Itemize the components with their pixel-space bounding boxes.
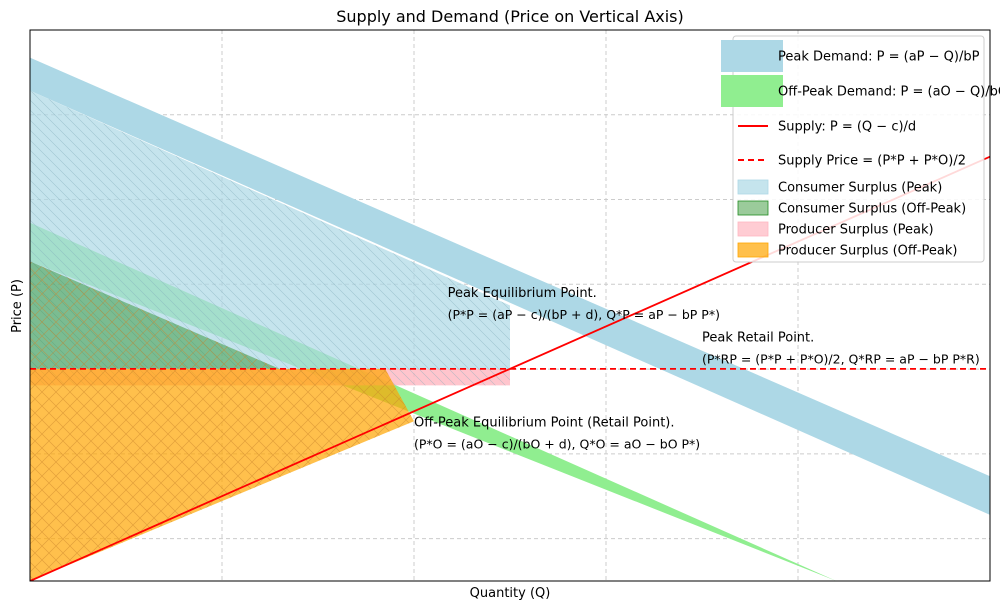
annotations: Peak Equilibrium Point. (P*P = (aP − c)/(…: [414, 286, 980, 451]
legend-supply-price-label: Supply Price = (P*P + P*O)/2: [778, 154, 966, 169]
peak-demand-band: [30, 57, 990, 515]
surplus-areas: [30, 90, 510, 581]
legend-cs-offpeak-swatch: [737, 200, 769, 216]
legend-peak-demand-label: Peak Demand: P = (aP − Q)/bP: [778, 50, 980, 65]
legend-cs-peak-swatch: [737, 179, 769, 195]
x-axis-label: Quantity (Q): [470, 586, 551, 600]
legend-peak-demand-swatch: [721, 40, 783, 72]
peak-eq-annotation-title: Peak Equilibrium Point.: [448, 286, 597, 301]
offpeak-eq-annotation-formula: (P*O = (aO − c)/(bO + d), Q*O = aO − bO …: [414, 437, 700, 452]
peak-eq-annotation-formula: (P*P = (aP − c)/(bP + d), Q*P = aP − bP …: [448, 307, 720, 322]
cs-peak-area-hatch: [30, 90, 510, 369]
legend: Peak Demand: P = (aP − Q)/bP Off-Peak Dem…: [721, 35, 1000, 263]
offpeak-eq-annotation-title: Off-Peak Equilibrium Point (Retail Point…: [414, 416, 675, 431]
legend-ps-peak-swatch: [737, 221, 769, 237]
legend-offpeak-demand-label: Off-Peak Demand: P = (aO − Q)/bO: [778, 85, 1000, 100]
legend-ps-offpeak-label: Producer Surplus (Off-Peak): [778, 244, 957, 259]
ps-offpeak-area-hatch: [30, 368, 414, 581]
legend-offpeak-demand-swatch: [721, 75, 783, 107]
legend-cs-peak-label: Consumer Surplus (Peak): [778, 181, 942, 196]
legend-ps-offpeak-swatch: [737, 242, 769, 258]
peak-retail-annotation-title: Peak Retail Point.: [702, 330, 814, 345]
legend-frame: [732, 35, 985, 263]
legend-ps-peak-label: Producer Surplus (Peak): [778, 223, 934, 238]
legend-cs-offpeak-label: Consumer Surplus (Off-Peak): [778, 202, 966, 217]
cs-offpeak-area-hatch: [30, 261, 280, 369]
y-axis-label: Price (P): [10, 279, 25, 333]
peak-retail-annotation-formula: (P*RP = (P*P + P*O)/2, Q*RP = aP − bP P*…: [702, 351, 980, 366]
chart-title: Supply and Demand (Price on Vertical Axi…: [336, 7, 684, 26]
legend-supply-label: Supply: P = (Q − c)/d: [778, 120, 916, 135]
plot-frame: [29, 29, 991, 582]
